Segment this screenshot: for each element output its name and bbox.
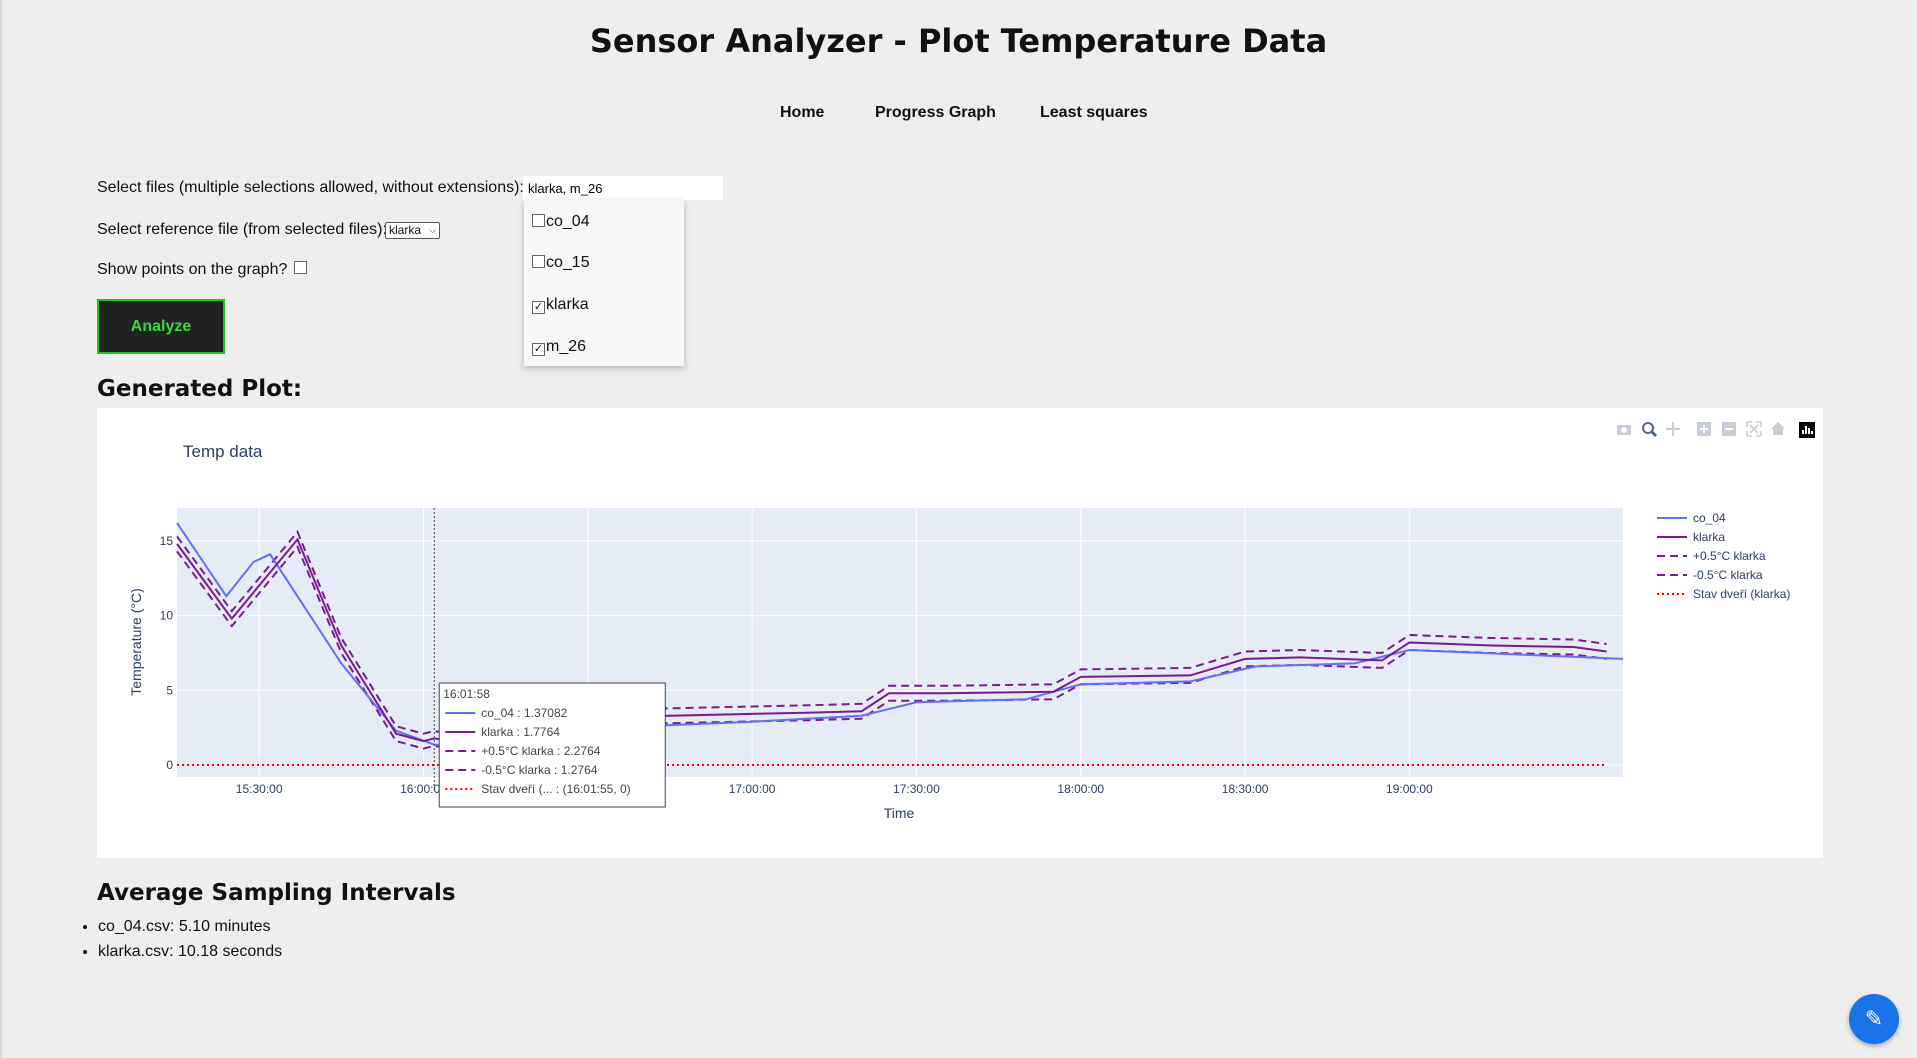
reference-select[interactable]: klarka ⌵	[385, 222, 440, 239]
series-lines	[176, 522, 1624, 766]
y-tick-label: 5	[166, 683, 173, 697]
list-item: klarka.csv: 10.18 seconds	[98, 942, 282, 967]
edit-note-icon[interactable]: ✎	[1849, 994, 1899, 1044]
nav-home[interactable]: Home	[780, 104, 825, 121]
x-tick-label: 17:00:00	[729, 782, 776, 796]
window-border	[0, 0, 2, 1058]
series-line--0-5-c-klarka	[176, 529, 1607, 740]
hover-row: co_04 : 1.37082	[481, 706, 567, 720]
plotly-logo-icon[interactable]	[1799, 422, 1815, 438]
legend-item: +0.5°C klarka	[1693, 549, 1766, 563]
reference-label: Select reference file (from selected fil…	[97, 221, 387, 238]
checkbox-checked[interactable]: ✓	[532, 301, 545, 314]
checkbox[interactable]	[532, 214, 545, 227]
y-tick-label: 15	[160, 534, 174, 548]
series-line-klarka	[176, 537, 1607, 747]
hover-time: 16:01:58	[443, 687, 490, 701]
x-tick-label: 17:30:00	[893, 782, 940, 796]
files-label: Select files (multiple selections allowe…	[97, 179, 524, 196]
x-tick-label: 18:30:00	[1222, 782, 1269, 796]
hover-tooltip: 16:01:58 co_04 : 1.37082 klarka : 1.7764 +0…	[433, 508, 666, 808]
camera-icon[interactable]	[1617, 425, 1631, 435]
autoscale-icon[interactable]	[1746, 421, 1762, 437]
points-row: Show points on the graph?	[97, 261, 308, 279]
x-tick-label: 19:00:00	[1386, 782, 1433, 796]
plot-modebar	[1617, 421, 1815, 438]
zoom-out-icon[interactable]	[1722, 422, 1736, 436]
autoscale-shape	[1746, 421, 1762, 437]
option-label: m_26	[546, 338, 587, 355]
option-co_15[interactable]: co_15	[532, 253, 590, 273]
legend-item: Stav dveří (klarka)	[1693, 587, 1790, 601]
option-label: co_04	[546, 213, 590, 230]
zoom-handle	[1650, 430, 1658, 438]
plot-container[interactable]: Temp data 15:30:0016:00:0016:30:0017:00:…	[97, 408, 1823, 858]
page-title: Sensor Analyzer - Plot Temperature Data	[589, 22, 1328, 60]
intervals-heading: Average Sampling Intervals	[97, 880, 456, 906]
y-tick-label: 0	[166, 758, 173, 772]
x-axis-title: Time	[884, 805, 915, 821]
plotly-logo-bars	[1802, 426, 1813, 434]
grid	[177, 508, 1623, 777]
hover-row: -0.5°C klarka : 1.2764	[481, 763, 598, 777]
series-line-co-04	[176, 522, 1624, 752]
nav-progress-graph[interactable]: Progress Graph	[875, 104, 996, 121]
files-input[interactable]	[523, 176, 723, 200]
reset-icon[interactable]	[1771, 422, 1785, 435]
zoom-icon[interactable]	[1642, 422, 1658, 438]
x-tick-label: 15:30:00	[236, 782, 283, 796]
hover-row: klarka : 1.7764	[481, 725, 560, 739]
option-label: co_15	[546, 254, 590, 271]
x-tick-label: 16:00:00	[400, 782, 447, 796]
reference-select-value: klarka	[389, 223, 422, 237]
camera-lens	[1621, 427, 1627, 433]
x-tick-label: 18:00:00	[1057, 782, 1104, 796]
legend-item: klarka	[1693, 530, 1725, 544]
y-axis-title: Temperature (°C)	[128, 588, 144, 696]
files-dropdown: co_04 co_15 ✓ klarka ✓ m_26	[524, 200, 684, 366]
zoom-in-plus	[1700, 425, 1708, 433]
analyze-button[interactable]: Analyze	[97, 299, 225, 354]
list-item: co_04.csv: 5.10 minutes	[98, 917, 282, 942]
y-tick-label: 10	[160, 609, 174, 623]
option-label: klarka	[546, 296, 589, 313]
option-m_26[interactable]: ✓ m_26	[532, 337, 586, 357]
plot-heading: Generated Plot:	[97, 376, 303, 402]
points-checkbox[interactable]	[293, 261, 307, 274]
checkbox[interactable]	[532, 255, 545, 268]
legend-item: -0.5°C klarka	[1693, 568, 1763, 582]
hover-row: Stav dveří (... : (16:01:55, 0)	[481, 782, 630, 796]
nav-least-squares[interactable]: Least squares	[1040, 104, 1148, 121]
temperature-chart[interactable]: Temp data 15:30:0016:00:0016:30:0017:00:…	[97, 408, 1823, 858]
hover-box	[438, 682, 666, 808]
chevron-down-icon: ⌵	[429, 225, 436, 235]
checkbox-checked[interactable]: ✓	[532, 343, 545, 356]
pan-icon[interactable]	[1666, 422, 1680, 436]
series-line--0-5-c-klarka	[176, 544, 1607, 755]
option-klarka[interactable]: ✓ klarka	[532, 295, 589, 315]
home-shape	[1771, 422, 1785, 435]
chart-title: Temp data	[183, 442, 263, 461]
option-co_04[interactable]: co_04	[532, 212, 590, 232]
zoom-in-icon[interactable]	[1697, 422, 1711, 436]
intervals-list: co_04.csv: 5.10 minutes klarka.csv: 10.1…	[76, 917, 282, 967]
points-label: Show points on the graph?	[97, 261, 288, 278]
zoom-lens	[1642, 422, 1654, 434]
pan-cross	[1666, 422, 1680, 436]
hover-row: +0.5°C klarka : 2.2764	[481, 744, 601, 758]
legend-item: co_04	[1693, 511, 1726, 525]
